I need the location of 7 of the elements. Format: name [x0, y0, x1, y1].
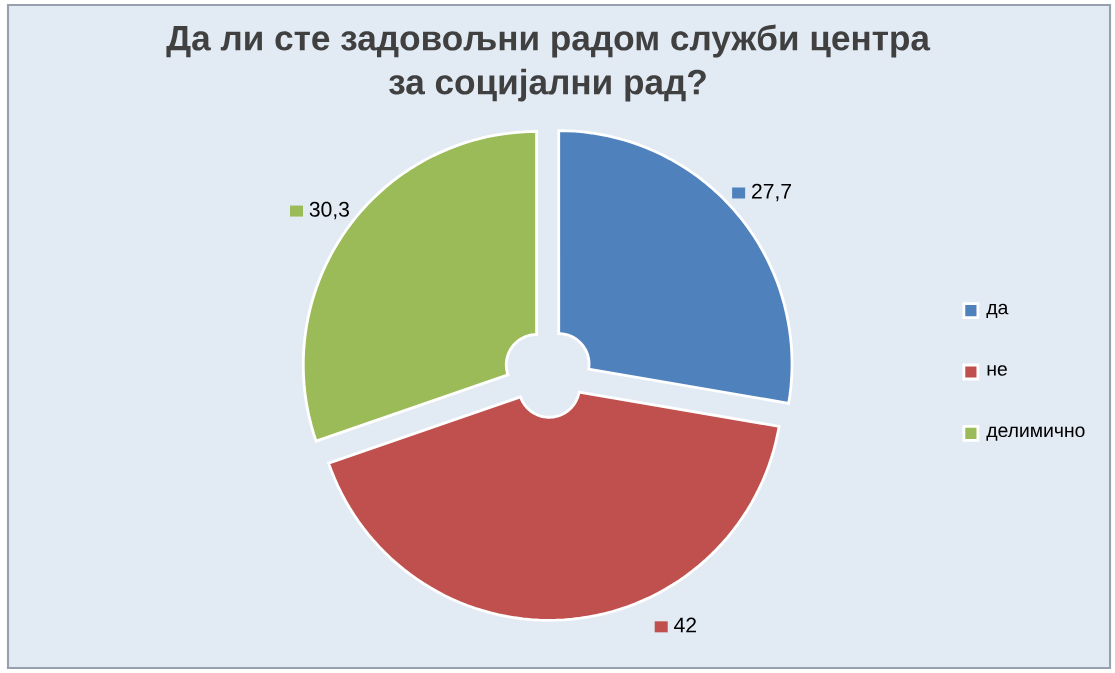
legend-label: делимично [986, 426, 1085, 441]
data-label: 30,3 [309, 201, 349, 220]
legend-label: да [986, 303, 1009, 319]
data-label: 27,7 [752, 183, 791, 202]
data-label: 42 [674, 617, 696, 633]
chart-title: Да ли сте задовољни радом служби центра за социјални рад? [166, 24, 931, 102]
legend-label: не [987, 365, 1007, 376]
